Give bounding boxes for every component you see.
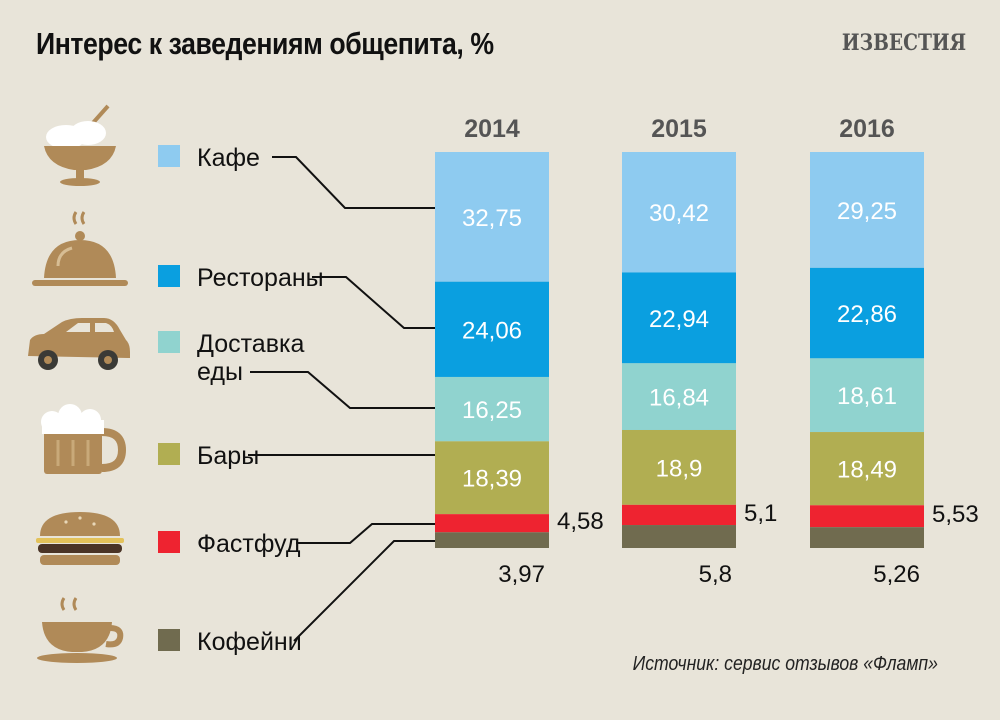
brand-logo: ИЗВЕСТИЯ: [841, 30, 966, 56]
data-label: 18,61: [837, 383, 897, 410]
data-label: 5,1: [744, 500, 777, 527]
bar-segment: [622, 429, 736, 505]
bar-segment: [622, 272, 736, 364]
bowl-icon: [44, 104, 116, 186]
bar-segment: [435, 152, 549, 282]
bar-segment: [435, 441, 549, 515]
bar-segment: [810, 505, 924, 528]
bar-segment: [622, 152, 736, 273]
connector-line: [272, 156, 435, 209]
connector-line: [312, 276, 435, 329]
legend-swatch: [158, 443, 180, 465]
data-label: 5,8: [699, 561, 732, 588]
beer-mug-icon: [41, 404, 127, 474]
connector-line: [296, 523, 435, 544]
bar-segment: [622, 525, 736, 548]
bar-segment: [622, 504, 736, 526]
bar-segment: [810, 527, 924, 548]
year-label: 2015: [651, 115, 707, 143]
bar-segment: [810, 267, 924, 359]
coffee-cup-icon: [37, 597, 124, 663]
bar-segment: [810, 358, 924, 433]
data-label: 32,75: [462, 205, 522, 232]
data-label: 29,25: [837, 198, 897, 225]
year-label: 2014: [464, 115, 520, 143]
car-icon: [28, 318, 130, 370]
bar-segment: [435, 376, 549, 442]
data-label: 3,97: [498, 561, 545, 588]
data-label: 18,49: [837, 457, 897, 484]
connector-line: [293, 540, 435, 642]
bar-segment: [435, 281, 549, 377]
legend-swatch: [158, 629, 180, 651]
year-label: 2016: [839, 115, 895, 143]
legend-swatch: [158, 265, 180, 287]
data-label: 5,26: [873, 561, 920, 588]
data-label: 16,25: [462, 397, 522, 424]
burger-icon: [36, 512, 124, 565]
data-label: 18,39: [462, 466, 522, 493]
data-label: 18,9: [656, 455, 703, 482]
connector-line: [250, 371, 435, 409]
legend-label: Рестораны: [197, 264, 324, 292]
data-label: 22,86: [837, 301, 897, 328]
source-note: Источник: сервис отзывов «Фламп»: [632, 653, 938, 675]
data-label: 24,06: [462, 317, 522, 344]
bar-segment: [435, 514, 549, 533]
bar-segment: [622, 363, 736, 430]
legend-swatch: [158, 145, 180, 167]
data-label: 30,42: [649, 200, 709, 227]
chart-title: Интерес к заведениям общепита, %: [36, 26, 494, 61]
bar-segment: [435, 532, 549, 548]
legend-label: Кафе: [197, 144, 260, 172]
legend-swatch: [158, 331, 180, 353]
data-label: 22,94: [649, 306, 709, 333]
legend-swatch: [158, 531, 180, 553]
data-label: 4,58: [557, 508, 604, 535]
legend-label: Фастфуд: [197, 530, 301, 558]
bar-segment: [810, 152, 924, 268]
bar-segment: [810, 432, 924, 506]
legend-label: Доставка еды: [197, 330, 304, 386]
legend-label: Кофейни: [197, 628, 302, 656]
data-label: 5,53: [932, 501, 979, 528]
cloche-icon: [32, 211, 128, 286]
data-label: 16,84: [649, 385, 709, 412]
